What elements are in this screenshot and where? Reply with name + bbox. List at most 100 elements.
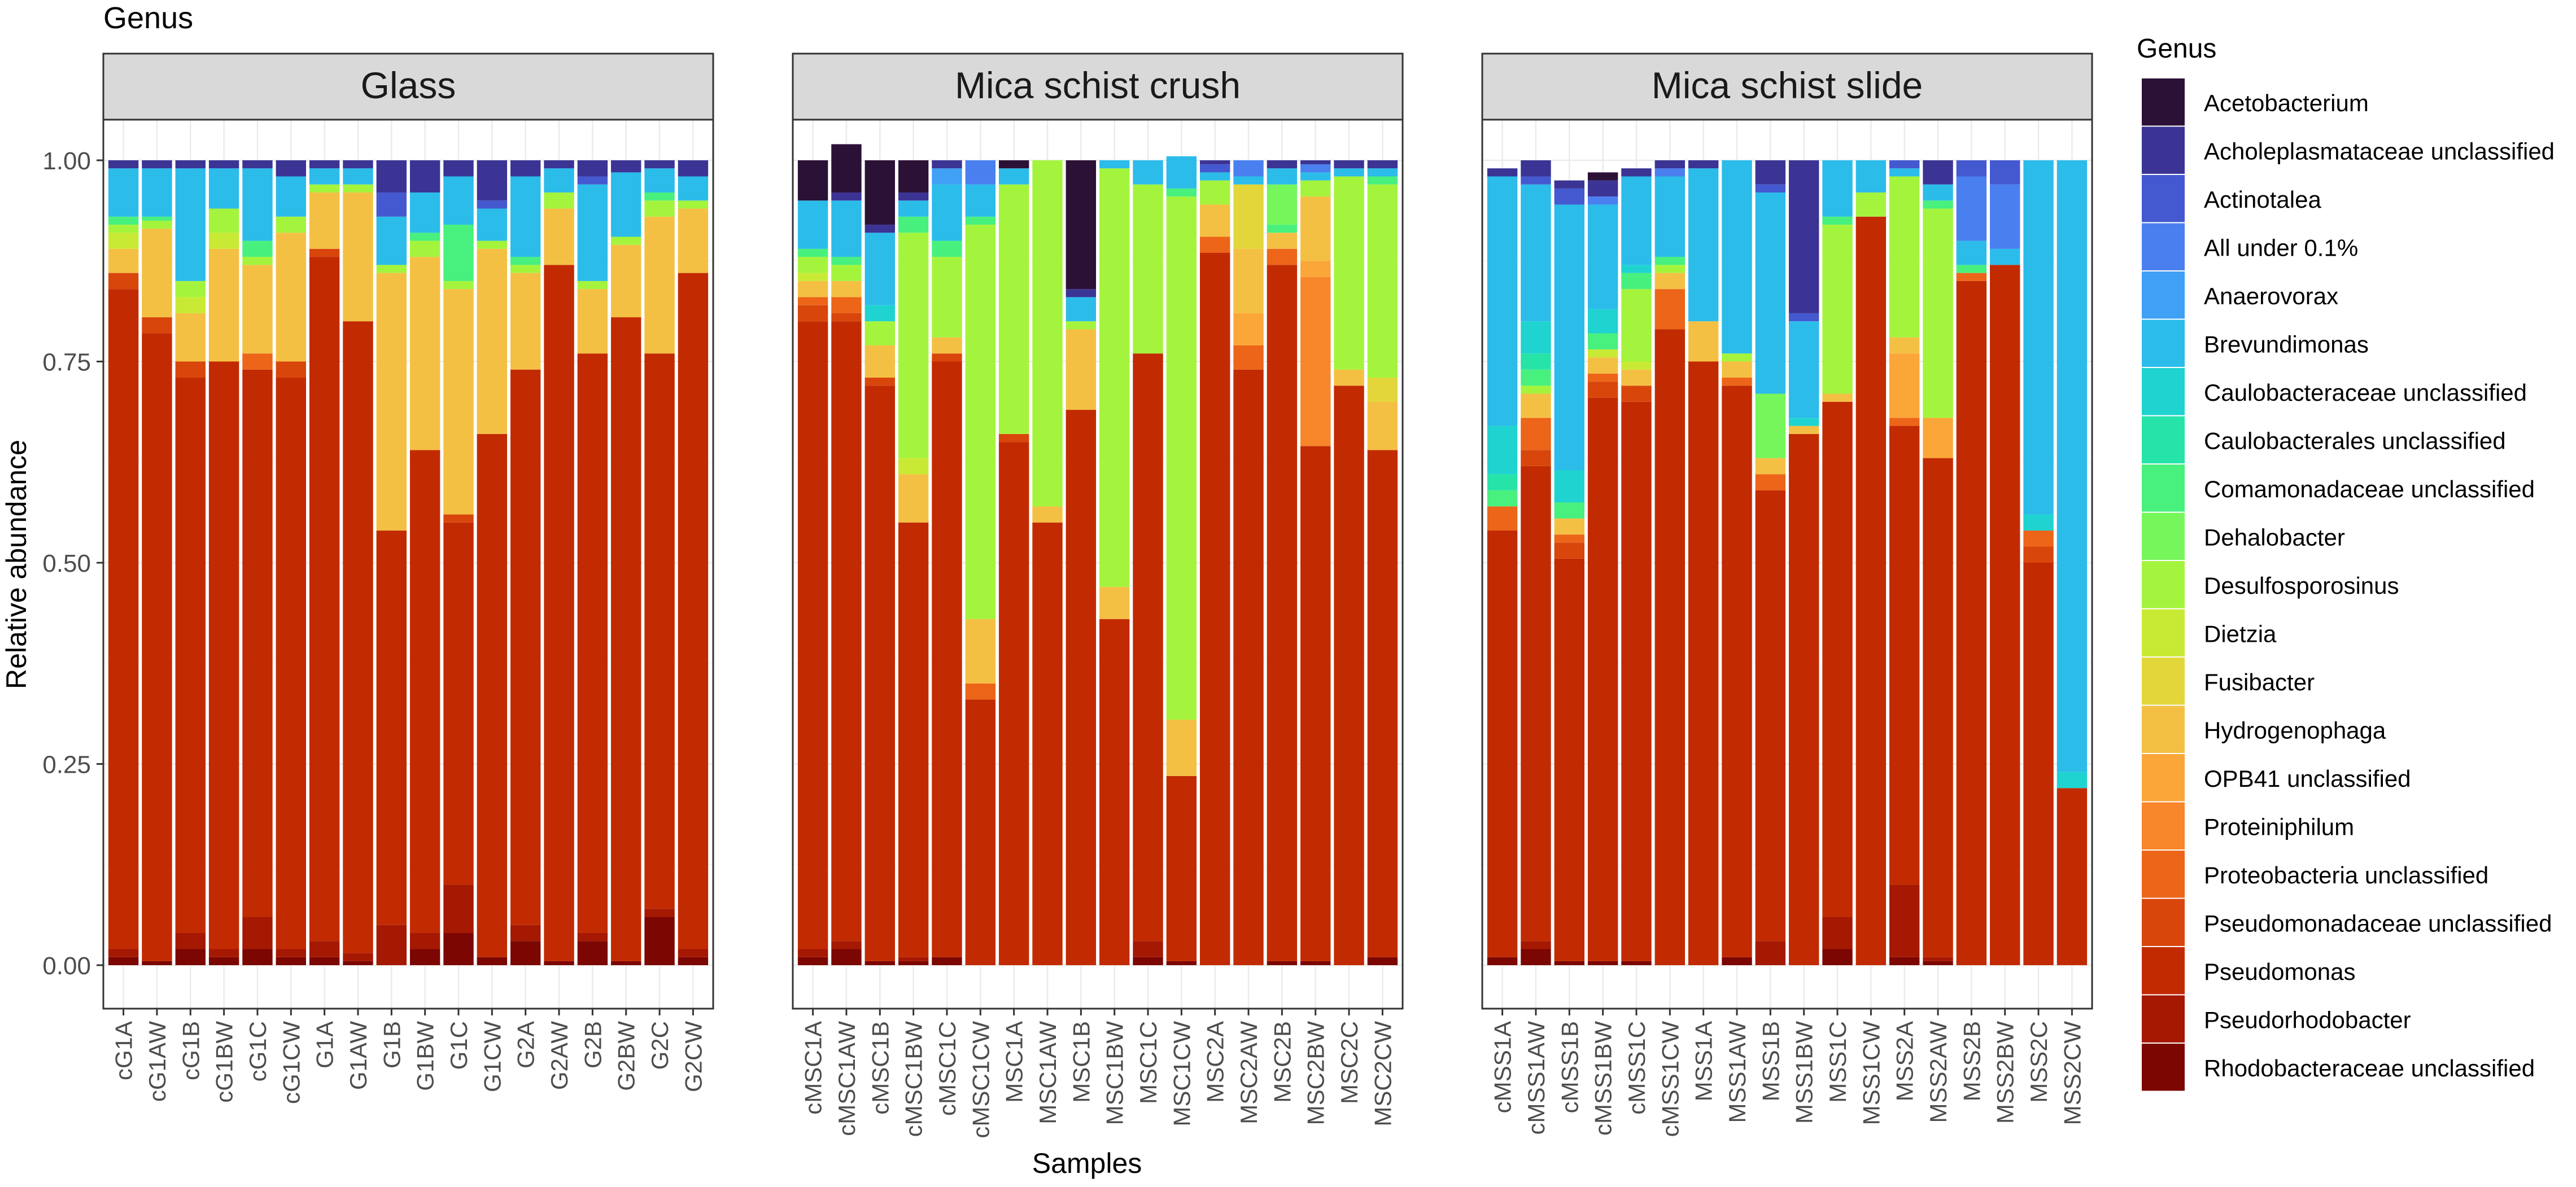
legend-key	[2142, 706, 2185, 753]
stacked-bar	[175, 160, 206, 965]
bar-segment	[1554, 518, 1584, 535]
bar-segment	[1621, 289, 1652, 362]
legend-entry: Desulfosporosinus	[2142, 561, 2399, 608]
bar-segment	[1755, 474, 1786, 490]
x-tick-label: MSC2BW	[1303, 1021, 1329, 1125]
stacked-bar	[544, 160, 574, 965]
legend-entry: Comamonadaceae unclassified	[2142, 465, 2535, 512]
bar-segment	[142, 220, 172, 229]
y-tick-label: 0.25	[42, 751, 91, 779]
bar-segment	[242, 168, 273, 241]
bar-segment	[2023, 546, 2054, 563]
x-tick-label: G1B	[378, 1021, 405, 1068]
x-tick-label: MSS2BW	[1992, 1021, 2019, 1124]
bar-segment	[611, 160, 641, 173]
bar-segment	[276, 160, 307, 177]
bar-segment	[1755, 192, 1786, 394]
bar-segment	[1587, 172, 1618, 181]
bar-segment	[644, 909, 675, 917]
x-tick-label: MSS1A	[1691, 1021, 1717, 1101]
bar-segment	[1621, 176, 1652, 265]
bar-segment	[611, 236, 641, 245]
stacked-bar	[443, 160, 474, 965]
bar-segment	[1990, 265, 2020, 965]
bar-segment	[797, 297, 828, 305]
bar-segment	[1032, 506, 1063, 523]
bar-segment	[175, 168, 206, 281]
legend-label: Caulobacteraceae unclassified	[2204, 379, 2527, 406]
bar-segment	[108, 225, 139, 233]
bar-segment	[108, 216, 139, 225]
bar-segment	[1654, 329, 1686, 966]
bar-segment	[1587, 961, 1618, 965]
stacked-bar	[1889, 160, 1920, 965]
bar-segment	[678, 200, 709, 209]
bar-segment	[831, 321, 862, 941]
bar-segment	[443, 884, 474, 933]
x-tick-label: MSC2CW	[1369, 1021, 1396, 1127]
bar-segment	[644, 200, 675, 217]
bar-segment	[1554, 535, 1584, 543]
bar-segment	[1587, 196, 1618, 205]
bar-segment	[276, 957, 307, 965]
bar-segment	[477, 208, 508, 241]
legend-label: Rhodobacteraceae unclassified	[2204, 1055, 2535, 1081]
stacked-bar	[208, 160, 239, 965]
stacked-bar	[1956, 160, 1987, 965]
bar-segment	[1032, 160, 1063, 507]
bar-segment	[1956, 273, 1987, 281]
bar-segment	[276, 949, 307, 957]
bar-segment	[1133, 957, 1163, 965]
stacked-bar	[865, 160, 895, 965]
bar-segment	[932, 168, 962, 185]
bar-segment	[998, 184, 1029, 434]
bar-segment	[865, 321, 895, 345]
bar-segment	[1521, 369, 1551, 386]
bar-segment	[1621, 386, 1652, 402]
bar-segment	[932, 257, 962, 338]
x-tick-label: MSS2A	[1892, 1021, 1918, 1101]
bar-segment	[898, 961, 929, 965]
bar-segment	[1654, 289, 1686, 330]
bar-segment	[343, 961, 373, 965]
bar-segment	[1923, 208, 1953, 418]
bar-segment	[276, 378, 307, 949]
bar-segment	[1300, 164, 1331, 173]
stacked-bar	[477, 160, 508, 965]
bar-segment	[1889, 957, 1920, 965]
bar-segment	[343, 953, 373, 961]
stacked-bar	[1788, 160, 1819, 965]
bar-segment	[1066, 297, 1097, 322]
bar-segment	[865, 160, 895, 225]
bar-segment	[1688, 361, 1719, 965]
legend-entry: Actinotalea	[2142, 175, 2321, 222]
bar-segment	[678, 949, 709, 957]
legend-label: Proteobacteria unclassified	[2204, 862, 2488, 888]
bar-segment	[865, 233, 895, 305]
bar-segment	[208, 949, 239, 957]
bar-segment	[678, 176, 709, 201]
bar-segment	[242, 240, 273, 257]
legend: Genus Acetobacterium Acholeplasmataceae u…	[2137, 34, 2555, 1091]
bar-segment	[1889, 353, 1920, 418]
bar-segment	[797, 160, 828, 201]
x-tick-label: G1BW	[412, 1021, 439, 1091]
legend-key	[2142, 609, 2185, 656]
stacked-bar	[1822, 160, 1853, 965]
bar-segment	[510, 369, 541, 925]
bar-segment	[1855, 192, 1887, 217]
bar-segment	[1487, 530, 1518, 957]
x-tick-label: MSS2CW	[2059, 1021, 2085, 1125]
bar-segment	[1521, 386, 1551, 394]
bar-segment	[1133, 184, 1163, 354]
x-tick-label: MSS2C	[2025, 1021, 2052, 1103]
bar-segment	[797, 321, 828, 949]
bar-segment	[577, 353, 608, 933]
legend-key	[2142, 802, 2185, 849]
x-tick-label: MSS2B	[1958, 1021, 1985, 1101]
bar-segment	[678, 160, 709, 177]
bar-segment	[898, 216, 929, 233]
stacked-bar	[1300, 160, 1331, 965]
legend-key	[2142, 995, 2185, 1043]
